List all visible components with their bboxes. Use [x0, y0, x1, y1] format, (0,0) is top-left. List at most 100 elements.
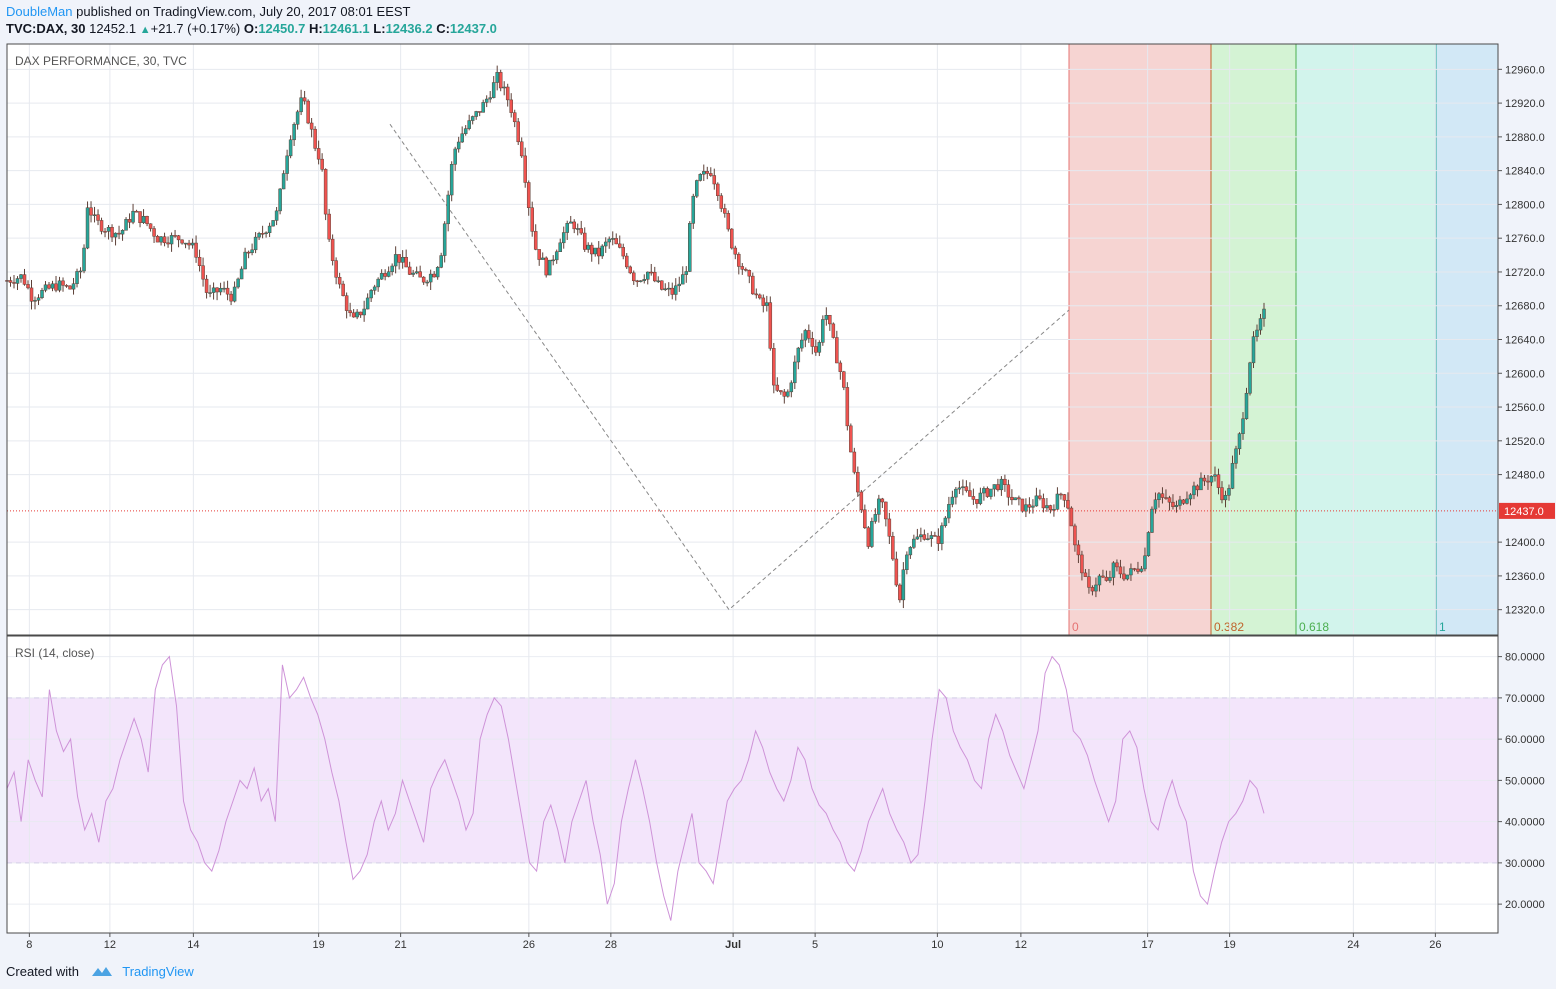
fib-level-label: 1: [1439, 620, 1446, 634]
candle-body: [1241, 418, 1245, 434]
candle-body: [898, 584, 902, 601]
candle-body: [204, 278, 209, 293]
candle-body: [306, 100, 310, 124]
candle-body: [1143, 555, 1147, 570]
candle-body: [1087, 576, 1091, 588]
candle-body: [786, 391, 790, 397]
candle-body: [92, 214, 97, 216]
candle-body: [29, 287, 34, 302]
candle-body: [929, 535, 934, 539]
candle-body: [954, 488, 958, 498]
candle-body: [512, 112, 517, 123]
candle-body: [821, 319, 825, 343]
candle-body: [96, 214, 100, 221]
price-tick-label: 12600.0: [1505, 368, 1545, 380]
candle-body: [670, 287, 675, 295]
price-tick-label: 12480.0: [1505, 470, 1545, 482]
candle-body: [271, 220, 275, 227]
candle-body: [894, 558, 899, 586]
candle-body: [134, 210, 139, 213]
candle-body: [719, 195, 724, 209]
candle-body: [131, 210, 135, 223]
candle-body: [19, 274, 23, 279]
candle-body: [250, 249, 254, 253]
candle-body: [589, 244, 594, 255]
candle-body: [575, 228, 580, 230]
candle-body: [1108, 577, 1112, 581]
candle-body: [246, 251, 251, 254]
candle-body: [765, 302, 769, 306]
candle-body: [1052, 509, 1056, 511]
candle-body: [649, 271, 654, 274]
candle-body: [236, 278, 240, 288]
candle-body: [432, 273, 436, 278]
candle-body: [474, 111, 478, 117]
candle-body: [383, 273, 387, 277]
candle-body: [603, 241, 608, 247]
candle-body: [1202, 477, 1207, 482]
candle-body: [1073, 525, 1077, 546]
candle-body: [1262, 308, 1266, 319]
candle-body: [498, 72, 503, 89]
open-value: 12450.7: [258, 21, 306, 36]
candle-body: [793, 361, 797, 384]
candle-body: [971, 496, 976, 500]
candle-body: [495, 72, 499, 83]
candle-body: [705, 171, 710, 174]
candle-body: [148, 223, 153, 229]
candle-body: [579, 228, 583, 234]
candle-body: [698, 173, 703, 181]
time-tick-label: 21: [394, 939, 406, 951]
rsi-axis: 80.0000 70.0000 60.0000 50.0000 40.0000 30.00…: [1498, 652, 1545, 911]
candle-body: [152, 228, 156, 237]
candle-body: [642, 279, 647, 281]
candle-body: [8, 280, 13, 283]
candle-body: [768, 302, 773, 349]
tradingview-brand[interactable]: TradingView: [122, 964, 194, 979]
candle-body: [677, 283, 682, 287]
rsi-tick-label: 50.0000: [1505, 775, 1545, 787]
candle-body: [505, 86, 510, 101]
candle-body: [442, 223, 447, 256]
close-value: 12437.0: [449, 21, 497, 36]
candle-body: [1034, 495, 1039, 507]
candle-body: [933, 535, 937, 537]
candle-body: [481, 102, 485, 113]
candle-body: [1185, 498, 1189, 504]
candle-body: [1139, 568, 1144, 572]
candle-body: [1160, 493, 1165, 498]
candle-body: [155, 236, 160, 243]
candle-body: [635, 280, 640, 283]
candle-body: [362, 308, 366, 316]
high-label: H:: [308, 21, 323, 36]
candle-body: [50, 283, 55, 289]
candle-body: [667, 287, 671, 290]
candle-body: [320, 158, 324, 170]
price-pane-border: [6, 43, 1499, 636]
candle-body: [1080, 554, 1084, 574]
candle-body: [537, 249, 541, 260]
candle-body: [239, 268, 244, 280]
candle-body: [828, 315, 832, 325]
candle-body: [607, 238, 611, 243]
candle-body: [1234, 448, 1238, 464]
candle-body: [810, 338, 815, 347]
candle-body: [1244, 392, 1249, 420]
candle-body: [901, 569, 906, 601]
rsi-tick-label: 30.0000: [1505, 858, 1545, 870]
time-tick-label: 5: [812, 939, 818, 951]
rsi-title: RSI (14, close): [15, 646, 94, 660]
candle-body: [12, 282, 16, 284]
candle-body: [1076, 544, 1081, 556]
candle-body: [229, 293, 233, 302]
candle-body: [365, 297, 370, 310]
high-value: 12461.1: [322, 21, 370, 36]
price-tick-label: 12640.0: [1505, 335, 1545, 347]
author-link[interactable]: DoubleMan: [6, 4, 73, 19]
candle-body: [1069, 507, 1074, 527]
candle-body: [915, 536, 920, 540]
price-tick-label: 12320.0: [1505, 605, 1545, 617]
candle-body: [407, 266, 412, 275]
candle-body: [814, 346, 818, 353]
